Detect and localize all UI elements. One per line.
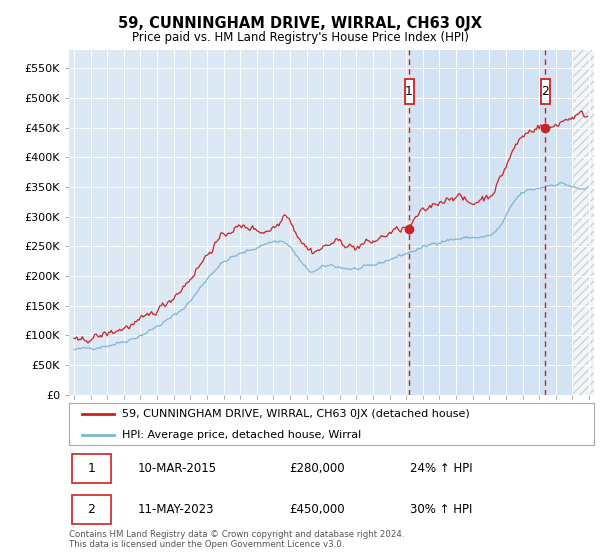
Text: Contains HM Land Registry data © Crown copyright and database right 2024.
This d: Contains HM Land Registry data © Crown c…	[69, 530, 404, 549]
Bar	[409, 50, 572, 395]
Text: 59, CUNNINGHAM DRIVE, WIRRAL, CH63 0JX (detached house): 59, CUNNINGHAM DRIVE, WIRRAL, CH63 0JX (…	[121, 409, 469, 419]
FancyBboxPatch shape	[71, 454, 111, 483]
Text: 10-MAR-2015: 10-MAR-2015	[137, 462, 217, 475]
Text: 30% ↑ HPI: 30% ↑ HPI	[410, 503, 473, 516]
Text: HPI: Average price, detached house, Wirral: HPI: Average price, detached house, Wirr…	[121, 430, 361, 440]
Text: 59, CUNNINGHAM DRIVE, WIRRAL, CH63 0JX: 59, CUNNINGHAM DRIVE, WIRRAL, CH63 0JX	[118, 16, 482, 31]
FancyBboxPatch shape	[404, 80, 413, 104]
Text: £280,000: £280,000	[290, 462, 345, 475]
Text: 1: 1	[88, 462, 95, 475]
Text: £450,000: £450,000	[290, 503, 345, 516]
Text: 24% ↑ HPI: 24% ↑ HPI	[410, 462, 473, 475]
Text: 11-MAY-2023: 11-MAY-2023	[137, 503, 214, 516]
FancyBboxPatch shape	[541, 80, 550, 104]
Text: 2: 2	[88, 503, 95, 516]
Text: 1: 1	[405, 86, 413, 99]
Text: 2: 2	[541, 86, 549, 99]
FancyBboxPatch shape	[71, 495, 111, 524]
Text: Price paid vs. HM Land Registry's House Price Index (HPI): Price paid vs. HM Land Registry's House …	[131, 31, 469, 44]
